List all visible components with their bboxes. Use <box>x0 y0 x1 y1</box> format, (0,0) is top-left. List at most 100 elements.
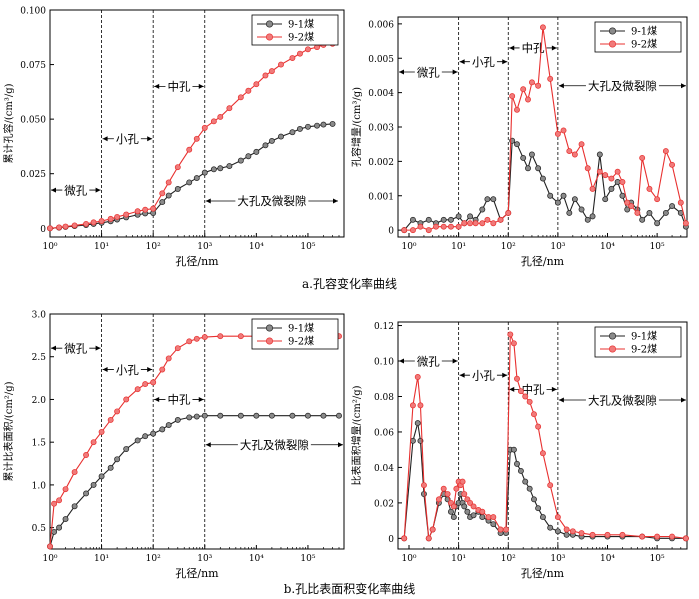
chart-cumulative-surface-area: 0.5 1.0 1.5 2.0 2.5 3.0 10⁰ 10¹ 10² 10³ 10⁴ 10⁵ 孔径/n… <box>2 311 345 580</box>
y-axis-label: 孔容增量/(cm³/g) <box>350 87 363 167</box>
series-point-2 <box>677 199 684 206</box>
series-point-2 <box>453 485 460 492</box>
series-point-1 <box>114 456 121 463</box>
series-point-2 <box>563 526 570 533</box>
series-point-1 <box>614 179 621 185</box>
chart-cumulative-pore-volume: 0 0.025 0.050 0.075 0.100 10⁰ 10¹ 10² 10³ 10⁴ 10⁵ 孔… <box>2 7 345 268</box>
series-point-1 <box>669 203 676 210</box>
x-tick-label: 10² <box>501 242 516 252</box>
series-point-2 <box>417 402 424 409</box>
region-annotation: 微孔 <box>51 182 101 198</box>
x-tick-label: 10³ <box>550 242 565 252</box>
series-point-1 <box>596 151 603 158</box>
x-tick-label: 10² <box>146 554 161 564</box>
x-tick-label: 10⁵ <box>650 242 665 252</box>
series-point-1 <box>563 531 570 538</box>
legend-marker <box>608 345 617 353</box>
series-point-2 <box>646 185 653 192</box>
series-line-2 <box>404 27 687 231</box>
annotation-bg <box>165 391 193 408</box>
series-point-1 <box>547 524 554 531</box>
series-point-2 <box>210 118 217 125</box>
series-point-1 <box>107 464 114 471</box>
x-tick-label: 10¹ <box>94 554 109 564</box>
series-point-2 <box>522 393 529 400</box>
series-point-2 <box>150 379 157 386</box>
series-point-2 <box>628 203 635 210</box>
x-tick-label: 10⁰ <box>401 554 416 564</box>
series-point-2 <box>554 514 561 521</box>
annotation-label: 小孔 <box>472 55 495 69</box>
series-point-1 <box>262 142 269 149</box>
series-point-2 <box>226 105 233 112</box>
arrow-head-left <box>205 442 211 448</box>
series-point-2 <box>639 154 646 161</box>
arrow-head-left <box>509 386 515 392</box>
arrow-head-left <box>558 397 564 403</box>
x-axis-label: 孔径/nm <box>521 567 565 580</box>
y-tick-label: 0.003 <box>368 124 394 134</box>
series-point-2 <box>566 148 573 155</box>
y-tick-label: 2.0 <box>32 396 47 406</box>
region-annotation: 中孔 <box>154 391 204 408</box>
series-point-1 <box>589 213 596 220</box>
series-point-2 <box>604 531 611 538</box>
x-tick-label: 10⁰ <box>42 554 57 564</box>
series-point-1 <box>525 165 531 172</box>
series-point-1 <box>165 192 172 199</box>
series-point-2 <box>554 130 561 137</box>
series-point-1 <box>547 192 554 199</box>
series-point-2 <box>619 179 626 185</box>
arrow-head-right <box>147 367 153 373</box>
legend-marker <box>608 332 617 340</box>
series-point-2 <box>425 227 432 234</box>
series-point-2 <box>596 168 603 175</box>
series-point-2 <box>459 478 466 485</box>
series-point-1 <box>83 490 90 497</box>
region-annotation: 小孔 <box>102 361 153 378</box>
x-tick-label: 10¹ <box>451 242 466 252</box>
annotation-bg <box>62 340 90 356</box>
y-tick-label: 0 <box>388 535 394 545</box>
series-point-1 <box>425 216 432 223</box>
y-tick-label: 0.100 <box>20 7 46 17</box>
series-point-2 <box>528 79 535 86</box>
legend-label: 9-2煤 <box>288 31 314 44</box>
series-point-2 <box>654 533 661 540</box>
annotation-label: 大孔及微裂隙 <box>588 393 657 407</box>
series-line-2 <box>49 43 333 229</box>
series-point-2 <box>639 533 646 540</box>
series-point-1 <box>289 129 296 136</box>
x-axis-label: 孔径/nm <box>175 567 219 580</box>
series-point-2 <box>159 190 166 197</box>
series-point-2 <box>547 482 554 489</box>
series-point-2 <box>62 223 69 230</box>
x-tick-label: 10³ <box>197 242 212 252</box>
x-tick-label: 10⁵ <box>300 242 315 252</box>
series-point-1 <box>514 460 520 467</box>
series-point-1 <box>320 121 327 128</box>
series-point-1 <box>461 503 468 510</box>
region-annotation: 中孔 <box>509 381 557 398</box>
annotation-label: 微孔 <box>417 65 440 79</box>
series-point-1 <box>531 496 537 503</box>
arrow-head-right <box>95 345 101 351</box>
series-point-2 <box>444 491 451 497</box>
series-point-2 <box>634 209 641 216</box>
series-point-1 <box>479 514 486 521</box>
series-point-1 <box>654 220 661 227</box>
series-point-2 <box>425 535 432 542</box>
region-annotation: 小孔 <box>102 131 153 147</box>
chart-pore-volume-increment: 0 0.001 0.002 0.003 0.004 0.005 0.006 10⁰ 10¹ 10²… <box>350 16 689 268</box>
series-point-2 <box>569 528 576 535</box>
arrow-head-left <box>459 372 465 378</box>
series-point-1 <box>237 412 244 419</box>
series-point-1 <box>253 412 260 419</box>
series-point-1 <box>193 413 200 420</box>
series-point-2 <box>654 196 661 203</box>
series-point-2 <box>262 72 269 79</box>
legend-marker <box>608 40 617 48</box>
arrow-head-right <box>338 442 343 448</box>
series-point-1 <box>522 478 529 485</box>
annotation-bg <box>237 436 311 453</box>
